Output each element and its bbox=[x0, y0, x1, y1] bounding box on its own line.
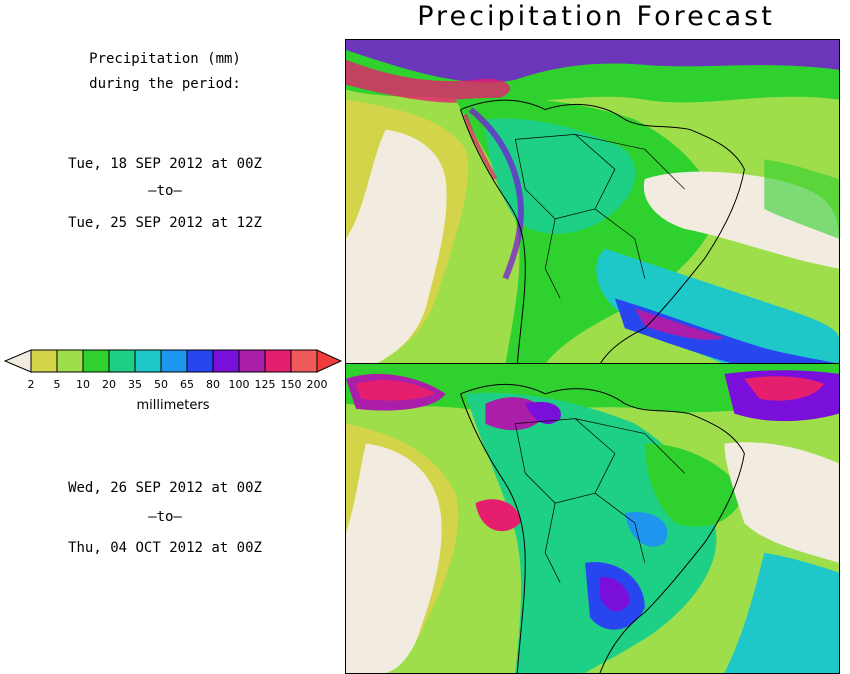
legend-tick-label: 5 bbox=[53, 378, 61, 391]
caption-line-2: during the period: bbox=[89, 76, 241, 92]
legend-tick-label: 2 bbox=[27, 378, 35, 391]
legend-bar bbox=[3, 349, 343, 373]
period1-end: Tue, 25 SEP 2012 at 12Z bbox=[68, 215, 262, 231]
legend-swatch bbox=[82, 349, 110, 373]
period2-separator: —to— bbox=[148, 509, 182, 525]
legend-swatch bbox=[108, 349, 136, 373]
legend-tick-label: 50 bbox=[154, 378, 168, 391]
caption-line-1: Precipitation (mm) bbox=[89, 51, 241, 67]
legend-swatch bbox=[134, 349, 162, 373]
color-legend: 2 5 10 20 35 50 65 80 100 125 150 200 millimeters bbox=[0, 346, 346, 416]
period1-separator: —to— bbox=[148, 183, 182, 199]
precip-map-week1 bbox=[345, 39, 840, 365]
legend-tick-label: 20 bbox=[102, 378, 116, 391]
legend-swatch bbox=[212, 349, 240, 373]
legend-tick-label: 35 bbox=[128, 378, 142, 391]
precip-map-week2 bbox=[345, 363, 840, 674]
legend-tick-label: 10 bbox=[76, 378, 90, 391]
legend-tick-label: 65 bbox=[180, 378, 194, 391]
legend-unit: millimeters bbox=[136, 398, 210, 413]
legend-tick-label: 200 bbox=[306, 378, 328, 391]
legend-arrow-high bbox=[316, 349, 343, 373]
legend-tick-label: 125 bbox=[254, 378, 276, 391]
legend-tick-label: 80 bbox=[206, 378, 220, 391]
page-title: Precipitation Forecast bbox=[417, 1, 775, 32]
period2-start: Wed, 26 SEP 2012 at 00Z bbox=[68, 480, 262, 496]
legend-swatch bbox=[290, 349, 318, 373]
legend-swatch bbox=[56, 349, 84, 373]
legend-tick-label: 150 bbox=[280, 378, 302, 391]
legend-swatch bbox=[160, 349, 188, 373]
legend-swatch bbox=[238, 349, 266, 373]
legend-swatch bbox=[264, 349, 292, 373]
period2-end: Thu, 04 OCT 2012 at 00Z bbox=[68, 540, 262, 556]
legend-arrow-low bbox=[3, 349, 32, 373]
legend-swatch bbox=[186, 349, 214, 373]
legend-tick-label: 100 bbox=[228, 378, 250, 391]
period1-start: Tue, 18 SEP 2012 at 00Z bbox=[68, 156, 262, 172]
legend-swatch bbox=[30, 349, 58, 373]
